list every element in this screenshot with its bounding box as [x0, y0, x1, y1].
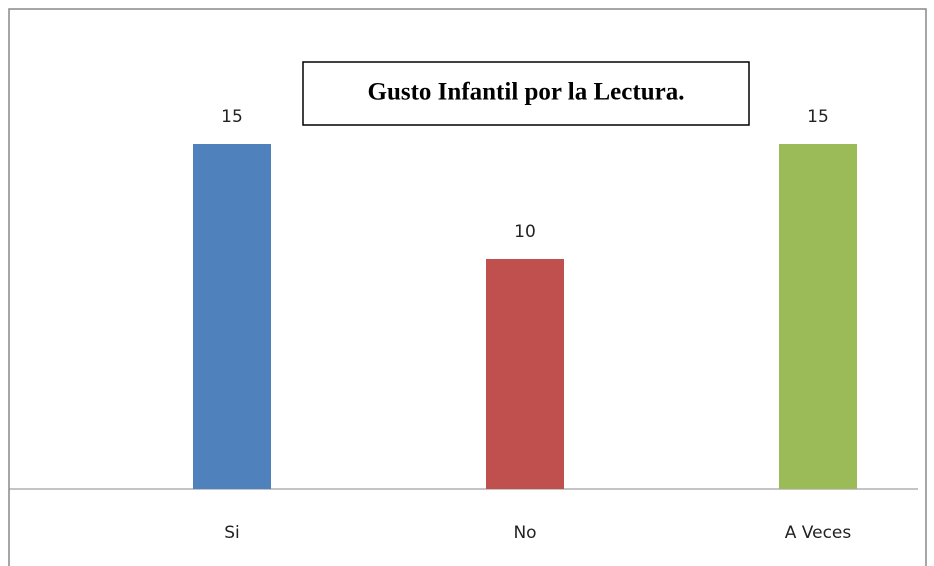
chart-title: Gusto Infantil por la Lectura.: [368, 79, 685, 106]
x-tick-label: A Veces: [785, 523, 852, 543]
value-label: 10: [514, 222, 536, 242]
title-box: [302, 61, 750, 126]
value-label: 15: [807, 107, 829, 127]
x-tick-label: Si: [224, 523, 240, 543]
bar: [193, 144, 271, 489]
x-tick-label: No: [513, 523, 536, 543]
bar: [486, 259, 564, 489]
bar: [779, 144, 857, 489]
value-label: 15: [221, 107, 243, 127]
